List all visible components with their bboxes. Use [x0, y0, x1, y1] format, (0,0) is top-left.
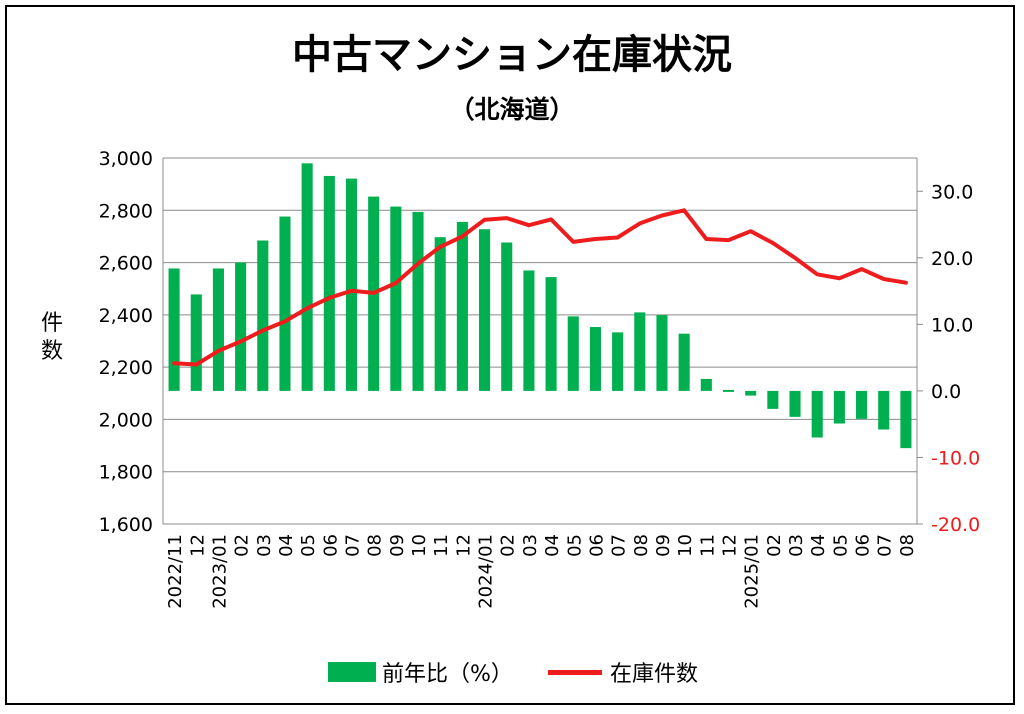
x-tick-label: 06: [586, 534, 607, 557]
bar: [856, 390, 868, 419]
chart-title: 中古マンション在庫状況: [292, 32, 732, 78]
y-tick-left: 2,000: [99, 409, 153, 431]
bar: [789, 390, 801, 417]
x-tick-label: 06: [853, 534, 874, 557]
y-tick-right: -10.0: [931, 447, 980, 469]
bar: [678, 333, 690, 391]
bar: [479, 229, 491, 391]
legend-swatch-bar: [328, 662, 376, 682]
x-tick-label: 04: [542, 534, 563, 557]
x-tick-label: 08: [365, 534, 386, 557]
y-tick-right: 20.0: [931, 248, 973, 270]
bar: [811, 390, 823, 438]
x-tick-label: 09: [653, 534, 674, 557]
x-tick-label: 02: [498, 534, 519, 557]
x-tick-label: 10: [675, 534, 696, 557]
legend-label-yoy: 前年比（%）: [382, 662, 513, 687]
y-axis-title-char: 件: [41, 311, 63, 336]
bar: [190, 294, 202, 391]
x-tick-label: 12: [720, 534, 741, 557]
x-tick-label: 07: [875, 534, 896, 557]
y-tick-left: 3,000: [99, 148, 153, 170]
x-tick-label: 12: [187, 534, 208, 557]
bar: [567, 316, 579, 391]
bar: [700, 378, 712, 391]
chart-subtitle: （北海道）: [449, 95, 575, 124]
x-tick-label: 02: [764, 534, 785, 557]
y-tick-left: 1,800: [99, 462, 153, 484]
x-tick-label: 03: [520, 534, 541, 557]
bar: [656, 315, 668, 391]
bar: [412, 211, 424, 391]
bar: [612, 332, 624, 391]
bar: [745, 390, 757, 396]
y-tick-left: 2,200: [99, 357, 153, 379]
x-tick-label: 2022/11: [165, 534, 186, 609]
y-tick-right: 0.0: [931, 381, 961, 403]
inventory-line: [172, 208, 908, 367]
bar: [545, 277, 557, 391]
x-tick-label: 03: [786, 534, 807, 557]
bar: [456, 221, 468, 391]
x-tick-label: 05: [830, 534, 851, 557]
bar: [323, 175, 335, 391]
bar: [589, 327, 601, 391]
legend-swatch-line: [548, 669, 602, 675]
bar: [833, 390, 845, 424]
x-tick-label: 04: [808, 534, 829, 557]
x-tick-label: 09: [387, 534, 408, 557]
x-tick-label: 05: [564, 534, 585, 557]
y-tick-right: 10.0: [931, 314, 973, 336]
legend-item-inventory: 在庫件数: [548, 655, 698, 689]
bar: [257, 240, 269, 391]
x-tick-label: 2023/01: [209, 534, 230, 609]
x-tick-label: 08: [631, 534, 652, 557]
x-tick-label: 06: [320, 534, 341, 557]
x-tick-label: 03: [254, 534, 275, 557]
x-tick-label: 04: [276, 534, 297, 557]
legend-label-inventory: 在庫件数: [610, 662, 699, 687]
x-tick-label: 11: [431, 534, 452, 557]
legend: 前年比（%） 在庫件数: [0, 655, 1024, 689]
y-tick-left: 2,800: [99, 200, 153, 222]
x-tick-label: 11: [697, 534, 718, 557]
y-tick-left: 2,600: [99, 253, 153, 275]
bar: [235, 262, 247, 391]
y-axis-title-char: 数: [41, 339, 63, 364]
bar: [722, 389, 735, 392]
bar: [345, 178, 358, 391]
bar: [767, 390, 779, 409]
bar: [301, 163, 313, 391]
x-tick-label: 08: [897, 534, 918, 557]
bar: [434, 237, 446, 391]
bar: [501, 242, 513, 391]
bar: [168, 268, 180, 391]
x-tick-label: 07: [609, 534, 630, 557]
x-tick-label: 10: [409, 534, 430, 557]
legend-item-yoy: 前年比（%）: [328, 655, 513, 689]
x-tick-label: 12: [453, 534, 474, 557]
x-tick-label: 07: [343, 534, 364, 557]
bar: [634, 312, 646, 391]
x-tick-label: 02: [232, 534, 253, 557]
y-tick-left: 1,600: [99, 514, 153, 536]
bar: [878, 390, 890, 430]
y-tick-right: -20.0: [931, 514, 980, 536]
y-tick-left: 2,400: [99, 305, 153, 327]
x-tick-label: 05: [298, 534, 319, 557]
x-tick-label: 2025/01: [742, 534, 763, 609]
bar: [279, 216, 291, 391]
bar: [390, 206, 402, 391]
bar: [900, 390, 912, 449]
bar: [523, 270, 535, 391]
y-tick-right: 30.0: [931, 181, 973, 203]
x-tick-label: 2024/01: [476, 534, 497, 609]
bar: [212, 268, 224, 391]
